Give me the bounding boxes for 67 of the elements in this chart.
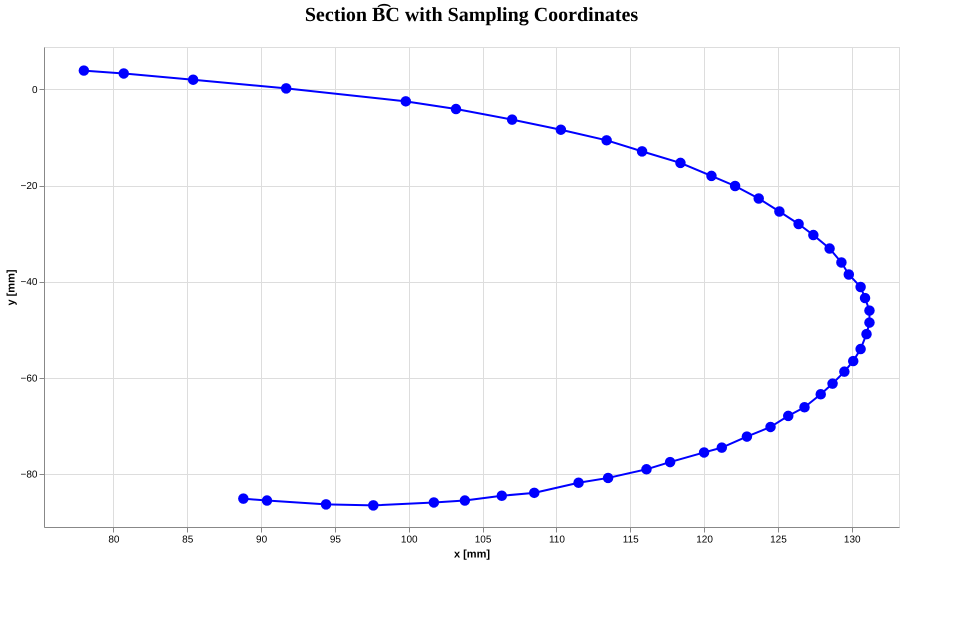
y-tick-label: −60 bbox=[20, 373, 38, 384]
point bbox=[793, 218, 804, 230]
x-tick-label: 80 bbox=[108, 534, 120, 546]
x-tick-label: 90 bbox=[256, 534, 268, 546]
point bbox=[320, 499, 332, 510]
point bbox=[839, 366, 850, 377]
point bbox=[808, 230, 819, 240]
y-tick-label: −80 bbox=[20, 470, 38, 481]
x-tick-label: 95 bbox=[330, 534, 342, 546]
point bbox=[860, 292, 870, 304]
point bbox=[848, 356, 858, 366]
x-axis-title: x [mm] bbox=[454, 548, 490, 560]
y-tick-label: −40 bbox=[20, 277, 38, 288]
x-tick-label: 85 bbox=[182, 534, 194, 546]
point bbox=[827, 378, 838, 389]
point bbox=[706, 170, 717, 182]
x-tick-label: 115 bbox=[622, 534, 640, 546]
point bbox=[460, 495, 470, 506]
point bbox=[78, 65, 90, 76]
point bbox=[698, 447, 710, 458]
point bbox=[573, 478, 584, 488]
point bbox=[864, 305, 875, 316]
point bbox=[556, 124, 566, 135]
point bbox=[496, 490, 508, 501]
point bbox=[730, 180, 740, 192]
point bbox=[602, 472, 614, 484]
point bbox=[675, 158, 686, 168]
point bbox=[836, 257, 847, 268]
x-tick-label: 105 bbox=[474, 534, 492, 546]
x-tick-label: 100 bbox=[400, 534, 418, 546]
point bbox=[400, 96, 412, 107]
point bbox=[428, 497, 440, 508]
point bbox=[824, 243, 835, 254]
point bbox=[280, 83, 292, 94]
point bbox=[742, 431, 752, 442]
x-tick-label: 125 bbox=[770, 534, 788, 546]
point bbox=[864, 317, 875, 328]
x-tick-label: 120 bbox=[696, 534, 714, 546]
point bbox=[753, 193, 764, 204]
point bbox=[815, 389, 826, 400]
point bbox=[506, 114, 518, 125]
point bbox=[188, 74, 198, 85]
chart-title: Section B͡C with Sampling Coordinates bbox=[304, 2, 638, 26]
point bbox=[636, 146, 648, 157]
point bbox=[765, 422, 776, 432]
point bbox=[783, 410, 794, 422]
point bbox=[861, 328, 872, 340]
point bbox=[664, 456, 676, 468]
point bbox=[799, 402, 810, 412]
point bbox=[118, 68, 129, 79]
point bbox=[716, 442, 728, 453]
point bbox=[855, 344, 866, 354]
y-axis-title: y [mm] bbox=[6, 269, 18, 306]
point bbox=[450, 104, 462, 114]
x-tick-label: 110 bbox=[548, 534, 566, 546]
point bbox=[641, 464, 652, 475]
point bbox=[601, 135, 612, 146]
point bbox=[262, 495, 272, 506]
y-tick-label: 0 bbox=[32, 84, 38, 96]
point bbox=[855, 282, 866, 292]
point bbox=[844, 269, 854, 280]
point bbox=[774, 206, 785, 217]
x-tick-label: 130 bbox=[844, 534, 862, 546]
point bbox=[529, 488, 540, 498]
y-tick-label: −20 bbox=[20, 181, 38, 192]
point bbox=[368, 500, 379, 511]
point bbox=[238, 493, 249, 504]
